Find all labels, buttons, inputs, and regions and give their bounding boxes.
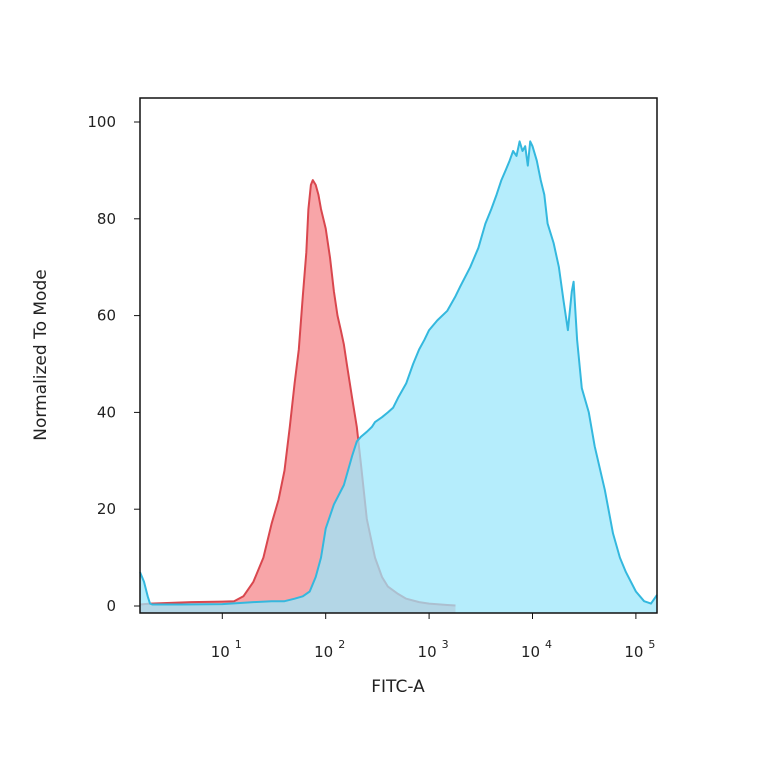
y-tick-label: 0 (106, 597, 116, 615)
x-tick-label: 10 (314, 643, 333, 661)
series-layer (139, 140, 658, 613)
tick-layer: 0 20 40 60 80 100 10 1 10 2 10 3 10 4 10 5 (87, 113, 655, 661)
series-2-area (140, 141, 657, 613)
x-tick-exponent: 2 (338, 638, 345, 651)
x-tick-exponent: 4 (545, 638, 552, 651)
plot-frame (139, 97, 658, 614)
x-axis-label: FITC-A (371, 677, 425, 697)
x-tick-exponent: 1 (235, 638, 242, 651)
series-2-line (139, 140, 658, 606)
y-axis-label: Normalized To Mode (31, 269, 51, 440)
y-tick-label: 60 (97, 307, 116, 325)
x-tick-exponent: 3 (442, 638, 449, 651)
x-tick-label: 10 (624, 643, 643, 661)
x-tick-exponent: 5 (648, 638, 655, 651)
x-tick-label: 10 (418, 643, 437, 661)
series-1-area (140, 180, 456, 613)
x-tick-label: 10 (211, 643, 230, 661)
x-tick-label: 10 (521, 643, 540, 661)
y-tick-label: 80 (97, 210, 116, 228)
y-tick-label: 40 (97, 403, 116, 421)
y-tick-label: 100 (87, 113, 116, 131)
y-tick-label: 20 (97, 500, 116, 518)
